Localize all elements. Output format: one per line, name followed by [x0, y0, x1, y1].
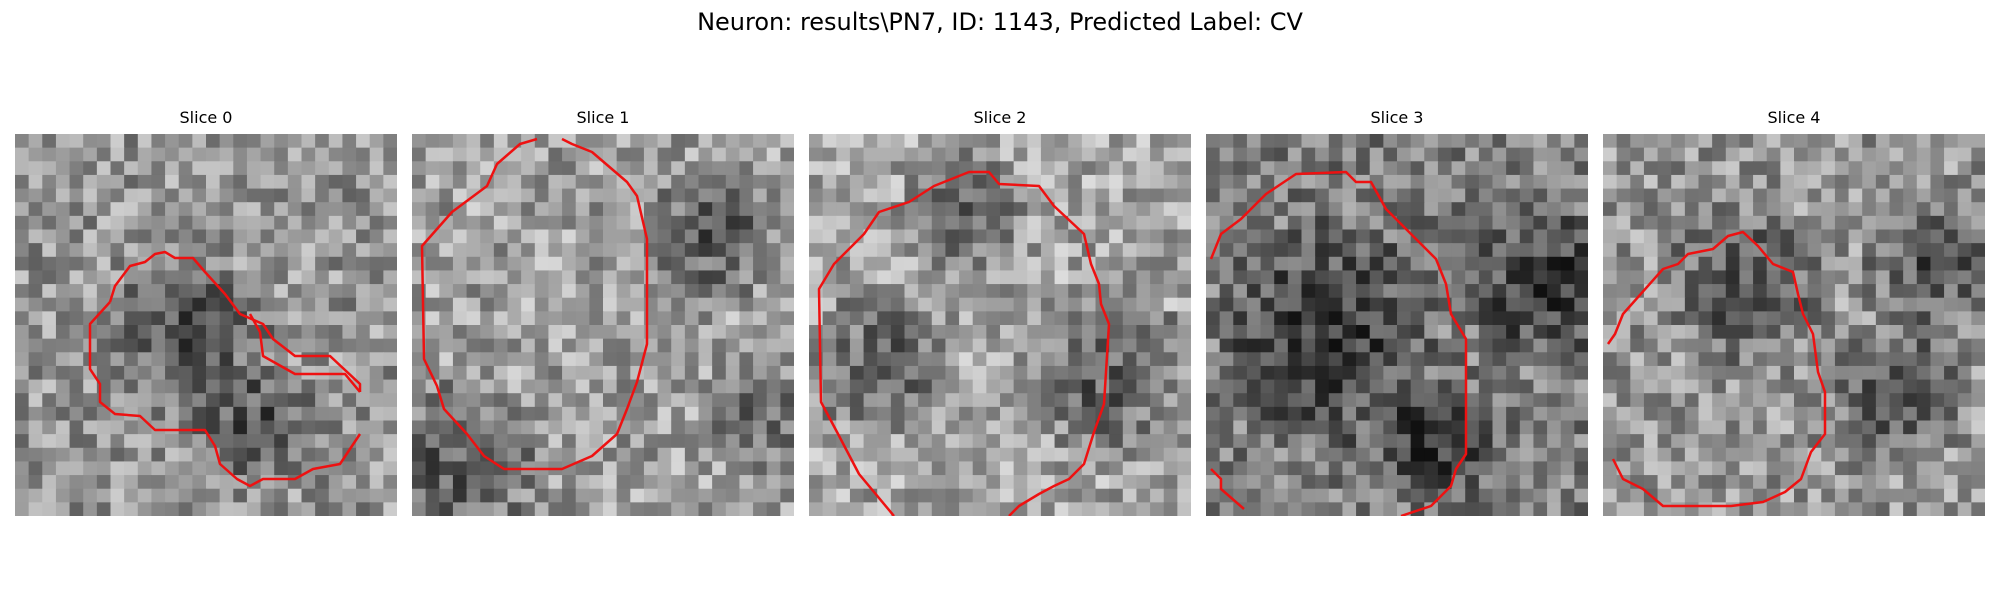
segmentation-contour	[248, 313, 361, 393]
slice-panel-3: Slice 3	[1206, 108, 1588, 516]
slice-title: Slice 3	[1370, 108, 1424, 127]
slice-title: Slice 1	[576, 108, 630, 127]
figure-title: Neuron: results\PN7, ID: 1143, Predicted…	[697, 8, 1303, 36]
segmentation-contour	[108, 250, 362, 392]
segmentation-contour	[1209, 170, 1468, 516]
slice-image-3	[1206, 134, 1588, 516]
slice-panel-1: Slice 1	[412, 108, 794, 516]
slice-panel-4: Slice 4	[1603, 108, 1985, 516]
segmentation-contour	[1210, 468, 1245, 510]
segmentation-contour	[817, 170, 1111, 516]
segmentation-contour	[88, 301, 362, 488]
slice-panel-2: Slice 2	[809, 108, 1191, 516]
slice-image-4	[1603, 134, 1985, 516]
slice-title: Slice 0	[179, 108, 233, 127]
slice-image-0	[15, 134, 397, 516]
slice-image-2	[809, 134, 1191, 516]
slice-image-1	[412, 134, 794, 516]
segmentation-contour	[1606, 230, 1827, 508]
slice-panel-0: Slice 0	[15, 108, 397, 516]
slice-title: Slice 2	[973, 108, 1027, 127]
slice-title: Slice 4	[1767, 108, 1821, 127]
segmentation-contour	[420, 137, 649, 471]
